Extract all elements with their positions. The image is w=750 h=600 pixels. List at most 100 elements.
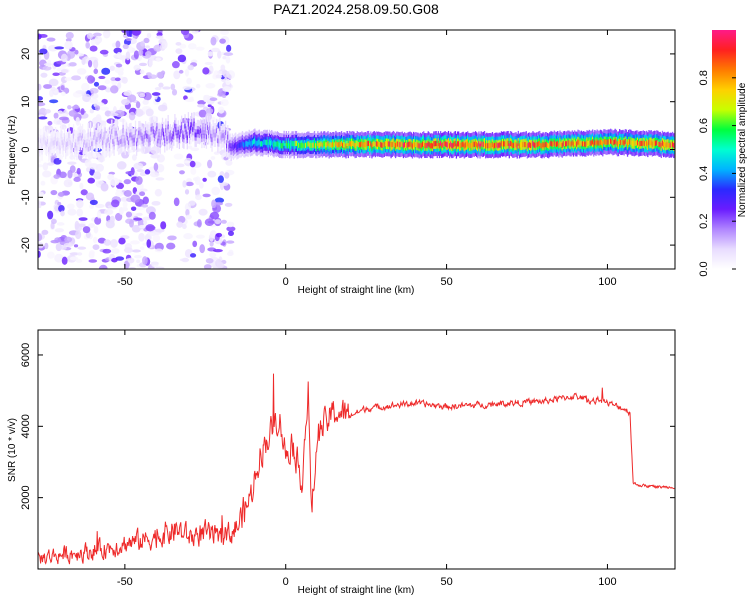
colorbar-tick-label: 0.4 (698, 166, 710, 181)
spectrogram-cell (88, 143, 90, 148)
spectrogram-cell (459, 143, 461, 149)
spectrogram-cell (134, 130, 137, 136)
spectrogram-cell (110, 85, 119, 94)
spectrogram-cell (476, 142, 478, 148)
spectrogram-cell (573, 140, 576, 146)
spectrogram-cell (80, 135, 83, 141)
spectrogram-y-label: Frequency (Hz) (7, 116, 18, 185)
spectrogram-cell (226, 240, 235, 244)
spectrogram-cell (183, 160, 192, 164)
spectrogram-cell (324, 140, 326, 147)
spectrogram-cell (390, 143, 392, 149)
spectrogram-cell (97, 132, 99, 138)
spectrogram-cell (561, 142, 563, 148)
spectrogram-cell (123, 179, 132, 185)
spectrogram-cell (195, 194, 202, 201)
spectrogram-cell (305, 142, 308, 148)
spectrogram-cell (145, 45, 150, 49)
spectrogram-cell (503, 141, 505, 147)
spectrogram-cell (110, 248, 120, 254)
spectrogram-cell (272, 141, 274, 147)
spectrogram-cell (204, 127, 206, 132)
spectrogram-cell (82, 93, 92, 103)
spectrogram-cell (92, 32, 102, 37)
spectrogram-cell (619, 138, 621, 145)
spectrogram-cell (177, 54, 187, 63)
spectrogram-cell (375, 141, 378, 147)
spectrogram-cell (304, 142, 307, 149)
spectrogram-cell (198, 208, 208, 216)
spectrogram-cell (42, 170, 52, 178)
spectrogram-cell (513, 142, 515, 149)
spectrogram-cell (202, 193, 211, 198)
spectrogram-cell (491, 141, 494, 148)
spectrogram-cell (273, 142, 275, 148)
spectrogram-cell (483, 140, 486, 147)
spectrogram-cell (78, 217, 88, 221)
spectrogram-cell (453, 141, 455, 147)
spectrogram-cell (93, 59, 99, 69)
spectrogram-cell (405, 142, 407, 149)
spectrogram-cell (67, 208, 77, 216)
spectrogram-cell (479, 143, 481, 149)
spectrogram-cell (44, 140, 47, 146)
spectrogram-cell (472, 141, 474, 147)
spectrogram-cell (527, 142, 530, 148)
spectrogram-cell (145, 108, 154, 117)
spectrogram-cell (461, 142, 463, 148)
spectrogram-cell (219, 182, 229, 187)
spectrogram-cell (142, 220, 148, 225)
spectrogram-cell (408, 141, 410, 147)
spectrogram-cell (336, 142, 338, 148)
spectrogram-cell (578, 139, 580, 146)
spectrogram-cell (248, 139, 250, 145)
spectrogram-cell (136, 212, 143, 216)
spectrogram-cell (111, 129, 113, 134)
spectrogram-cell (205, 134, 208, 140)
spectrogram-cell (253, 139, 255, 145)
colorbar-tick-label: 0.6 (698, 118, 710, 133)
spectrogram-cell (124, 140, 127, 146)
snr-y-tick-label: 6000 (20, 343, 32, 367)
spectrogram-cell (102, 248, 112, 254)
spectrogram-cell (218, 138, 220, 144)
spectrogram-cell (192, 127, 194, 132)
spectrogram-cell (372, 141, 374, 147)
spectrogram-cell (99, 49, 109, 55)
spectrogram-cell (63, 136, 66, 142)
spectrogram-cell (139, 69, 145, 75)
spectrogram-cell (167, 235, 177, 241)
spectrogram-cell (428, 142, 431, 148)
spectrogram-cell (568, 140, 570, 146)
spectrogram-cell (58, 171, 67, 179)
spectrogram-cell (505, 142, 507, 148)
spectrogram-cell (185, 214, 192, 220)
spectrogram-cell (179, 43, 187, 49)
spectrogram-cell (557, 140, 559, 147)
spectrogram-cell (171, 61, 180, 69)
spectrogram-cell (334, 142, 336, 148)
spectrogram-cell (121, 76, 128, 84)
spectrogram-cell (186, 77, 192, 85)
spectrogram-cell (171, 134, 174, 140)
spectrogram-cell (604, 139, 606, 145)
spectrogram-cell (155, 57, 162, 62)
spectrogram-cell (119, 118, 126, 123)
spectrogram-cell (47, 139, 49, 144)
spectrogram-cell (655, 140, 657, 146)
spectrogram-cell (99, 133, 102, 139)
snr-y-tick-label: 2000 (20, 485, 32, 509)
spectrogram-cell (242, 142, 245, 148)
spectrogram-cell (51, 138, 53, 144)
spectrogram-cell (264, 139, 266, 145)
spectrogram-cell (446, 142, 449, 148)
spectrogram-cell (289, 143, 291, 149)
spectrogram-cell (180, 30, 190, 36)
spectrogram-cell (119, 139, 121, 145)
spectrogram-cell (298, 142, 300, 148)
spectrogram-cell (545, 141, 548, 148)
spectrogram-cell (38, 54, 42, 62)
spectrogram-cell (76, 199, 84, 209)
spectrogram-cell (337, 142, 339, 148)
spectrogram-cell (485, 143, 487, 149)
